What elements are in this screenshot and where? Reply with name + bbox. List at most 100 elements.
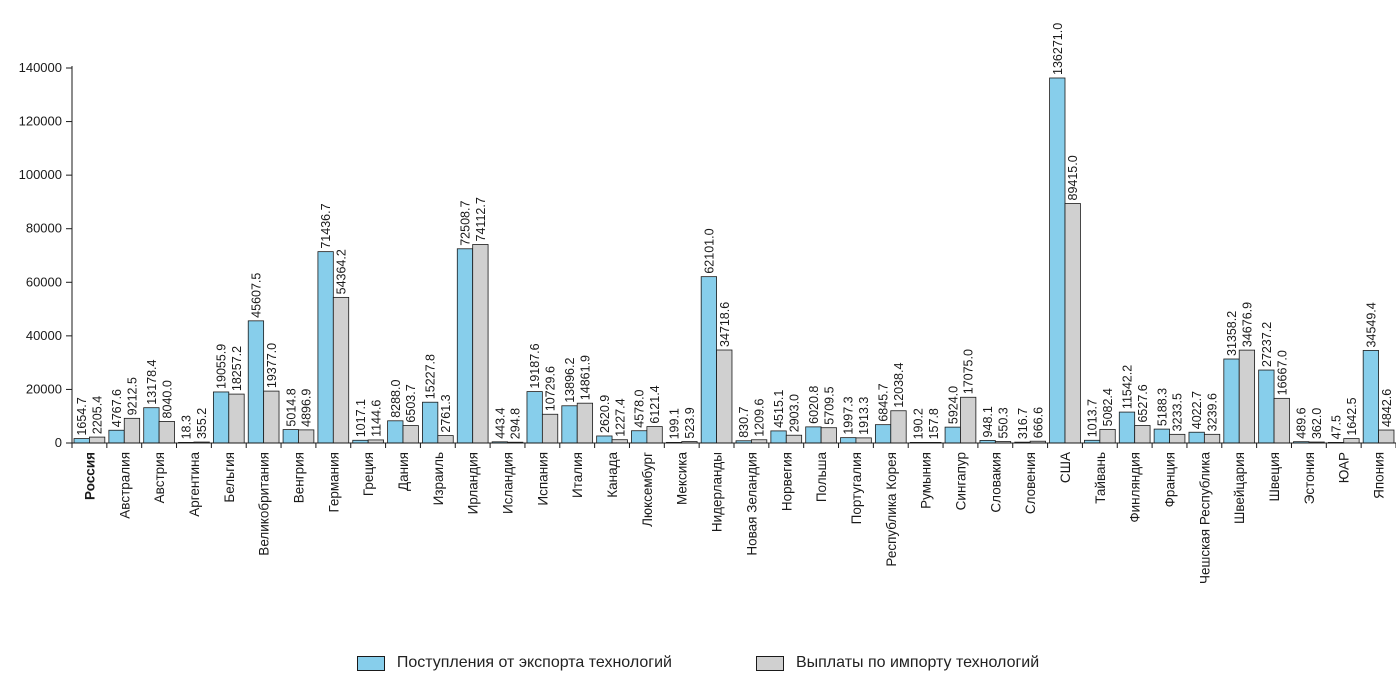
- value-label: 5709.5: [822, 386, 836, 424]
- x-tick-label: Польша: [814, 452, 829, 503]
- bar-import: [785, 434, 803, 444]
- x-tick-label: Греция: [361, 452, 376, 496]
- bar-import: [1273, 397, 1290, 444]
- x-tick-label: Венгрия: [291, 452, 306, 503]
- value-label: 10729.6: [544, 366, 558, 411]
- value-label: 294.8: [509, 408, 523, 439]
- x-tick-label: Бельгия: [222, 452, 237, 503]
- value-label: 2761.3: [439, 394, 453, 432]
- value-label: 4022.7: [1190, 391, 1204, 429]
- bar-import: [123, 417, 141, 444]
- value-label: 89415.0: [1066, 155, 1080, 200]
- bar-import: [298, 429, 315, 444]
- x-tick-label: Аргентина: [187, 452, 202, 517]
- value-label: 6121.4: [648, 385, 662, 423]
- bar-export: [1118, 411, 1136, 444]
- y-tick-label: 0: [55, 435, 62, 450]
- bar-export: [317, 251, 334, 444]
- bar-export: [700, 276, 717, 444]
- x-tick-label: Румыния: [919, 452, 934, 509]
- value-label: 1017.1: [354, 399, 368, 437]
- bar-export: [874, 424, 892, 444]
- bar-import: [716, 349, 733, 444]
- bar-export: [1223, 358, 1240, 444]
- value-label: 4515.1: [772, 390, 786, 428]
- legend-swatch-import: [755, 655, 784, 671]
- x-tick-label: Норвегия: [779, 452, 794, 511]
- value-label: 1913.3: [857, 397, 871, 435]
- bar-import: [1203, 433, 1221, 444]
- legend-label-export: Поступления от экспорта технологий: [396, 654, 672, 671]
- value-label: 72508.7: [458, 201, 472, 246]
- value-label: 4767.6: [110, 389, 124, 427]
- value-label: 523.9: [683, 407, 697, 438]
- value-label: 27237.2: [1260, 322, 1274, 367]
- value-label: 136271.0: [1051, 23, 1065, 75]
- bar-import: [89, 436, 106, 444]
- bar-export: [247, 320, 265, 444]
- bar-import: [646, 426, 663, 444]
- value-label: 14861.9: [578, 355, 592, 400]
- value-label: 6020.8: [807, 386, 821, 424]
- bar-export: [387, 420, 404, 444]
- x-tick-label: Израиль: [431, 452, 446, 505]
- value-label: 4578.0: [633, 389, 647, 427]
- value-label: 11542.2: [1120, 365, 1134, 409]
- value-label: 16667.0: [1275, 350, 1289, 395]
- value-label: 316.7: [1016, 408, 1030, 439]
- value-label: 443.4: [493, 407, 507, 438]
- bar-import: [1099, 428, 1116, 444]
- bar-export: [282, 429, 299, 444]
- value-label: 6527.6: [1136, 384, 1150, 422]
- x-tick-label: Исландия: [501, 452, 516, 514]
- bar-export: [456, 248, 474, 444]
- x-tick-label: США: [1058, 452, 1073, 483]
- legend-item-import: Выплаты по импорту технологий: [755, 654, 1039, 672]
- value-label: 47.5: [1330, 415, 1344, 439]
- bar-export: [1049, 77, 1066, 444]
- value-label: 19187.6: [528, 343, 542, 388]
- bar-export: [944, 426, 961, 444]
- value-label: 2903.0: [787, 394, 801, 432]
- y-tick-label: 120000: [19, 114, 62, 129]
- x-tick-label: Словения: [1023, 452, 1038, 514]
- bar-export: [73, 438, 90, 444]
- value-label: 1144.6: [369, 400, 383, 437]
- value-label: 19377.0: [265, 343, 279, 388]
- value-label: 54364.2: [335, 249, 349, 294]
- value-label: 1013.7: [1086, 399, 1100, 437]
- y-tick-label: 100000: [19, 167, 62, 182]
- value-label: 5014.8: [284, 388, 298, 426]
- bar-import: [1169, 433, 1186, 444]
- y-tick-label: 40000: [26, 328, 62, 343]
- value-label: 355.2: [195, 408, 209, 439]
- legend-swatch-export: [356, 655, 385, 671]
- y-tick-label: 80000: [26, 221, 62, 236]
- value-label: 34549.4: [1364, 302, 1378, 347]
- bar-import: [1378, 429, 1395, 444]
- value-label: 2620.9: [598, 395, 612, 433]
- x-tick-label: Ирландия: [466, 452, 481, 514]
- bar-export: [1258, 369, 1275, 444]
- bar-export: [422, 401, 439, 444]
- bar-import: [890, 410, 907, 444]
- bar-export: [1188, 431, 1205, 444]
- value-label: 5924.0: [946, 386, 960, 424]
- x-tick-label: Канада: [605, 452, 620, 498]
- x-tick-label: Эстония: [1302, 452, 1317, 504]
- bar-export: [1153, 428, 1170, 444]
- x-tick-label: Словакия: [988, 452, 1003, 513]
- bar-import: [437, 435, 454, 444]
- x-tick-label: Республика Корея: [884, 452, 899, 567]
- value-label: 5188.3: [1155, 388, 1169, 426]
- value-label: 948.1: [981, 406, 995, 437]
- bar-import: [1343, 438, 1360, 444]
- bar-import: [960, 396, 977, 444]
- value-label: 199.1: [668, 408, 682, 439]
- bar-import: [158, 421, 175, 444]
- value-label: 1654.7: [75, 397, 89, 435]
- x-tick-label: Австралия: [117, 452, 132, 519]
- value-label: 1642.5: [1345, 397, 1359, 435]
- value-label: 362.0: [1310, 408, 1324, 439]
- x-tick-label: ЮАР: [1337, 452, 1352, 483]
